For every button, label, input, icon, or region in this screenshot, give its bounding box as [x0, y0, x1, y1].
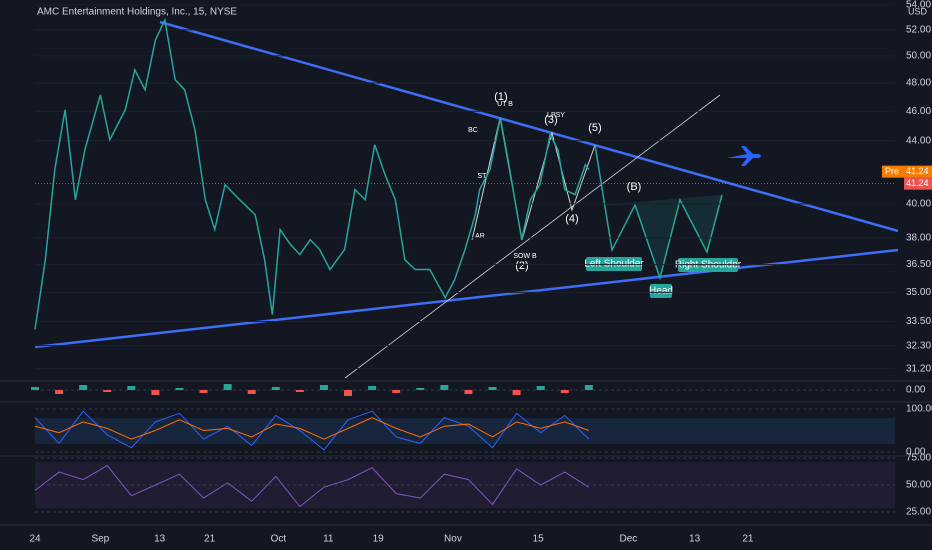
x-tick-label: 21 [204, 534, 216, 545]
x-tick-label: Sep [91, 534, 109, 545]
bar [584, 385, 593, 390]
premarket-price: 41.24 [906, 166, 929, 176]
price-box [904, 177, 932, 190]
bar [319, 385, 328, 390]
y-tick-label: 38.00 [906, 233, 931, 244]
bar [199, 390, 208, 393]
drawings [34, 20, 899, 379]
bar [247, 390, 256, 394]
bar [127, 386, 136, 390]
annotation: ST [478, 173, 488, 180]
y-tick-label: 36.50 [906, 259, 931, 270]
tag-box [586, 257, 642, 271]
bar [488, 387, 497, 390]
y-tick-label: 52.00 [906, 25, 931, 36]
y-tick-label: 100.00 [906, 404, 932, 415]
annotation: LPSY [547, 112, 565, 119]
x-tick-label: Nov [444, 534, 462, 545]
annotation: (3) [544, 114, 557, 126]
x-tick-label: 15 [533, 534, 545, 545]
bar [440, 385, 449, 390]
x-tick-label: 13 [689, 534, 701, 545]
bar [55, 390, 64, 394]
price-line [34, 417, 590, 440]
y-tick-label: 48.00 [906, 78, 931, 89]
y-tick-label: 46.00 [906, 106, 931, 117]
annotation: UT B [497, 101, 513, 108]
bar [536, 386, 545, 390]
y-tick-label: 50.00 [906, 480, 931, 491]
bar [103, 390, 112, 392]
bar [31, 387, 39, 390]
currency: USD [908, 6, 928, 16]
x-tick-label: Dec [620, 534, 638, 545]
bar [151, 390, 160, 395]
annotation: (1) [494, 91, 507, 103]
trendline [34, 248, 899, 349]
x-tick-label: 13 [154, 534, 166, 545]
bar [392, 390, 401, 393]
pattern-fill [600, 195, 722, 278]
annotation: BC [468, 127, 478, 134]
bar [368, 386, 377, 390]
y-tick-label: 40.00 [906, 199, 931, 210]
price-box [904, 165, 932, 178]
icon [727, 146, 761, 166]
annotation: (4) [565, 213, 578, 225]
y-tick-label: 50.00 [906, 51, 931, 62]
last-price: 41.24 [906, 178, 929, 188]
bar [512, 390, 521, 395]
annotation: SOW B [513, 253, 537, 260]
premarket-label: Pre [885, 166, 899, 176]
annotation: (2) [515, 260, 528, 272]
x-tick-label: Oct [271, 534, 287, 545]
y-tick-label: 32.30 [906, 340, 931, 351]
wave [471, 117, 596, 241]
bar [223, 384, 232, 390]
annotation: (B) [627, 181, 642, 193]
bar [560, 390, 569, 393]
bar [295, 390, 304, 392]
annotation: Head [649, 286, 673, 297]
y-tick-label: 0.00 [906, 385, 926, 396]
price-box [882, 165, 904, 178]
annotation: Right Shoulder [675, 260, 742, 271]
bar [344, 390, 353, 396]
y-tick-label: 44.00 [906, 135, 931, 146]
trendline [344, 94, 721, 379]
y-tick-label: 31.20 [906, 363, 931, 374]
price-line [34, 464, 590, 508]
bar [271, 387, 280, 390]
stoch-band [35, 418, 895, 444]
price-line [34, 17, 590, 330]
annotation: (5) [588, 122, 601, 134]
x-tick-label: 11 [323, 534, 334, 545]
x-tick-label: 21 [742, 534, 754, 545]
pattern [594, 144, 723, 281]
x-tick-label: 24 [29, 534, 41, 545]
y-tick-label: 25.00 [906, 507, 931, 518]
y-tick-label: 75.00 [906, 453, 931, 464]
bar [175, 388, 184, 390]
annotation: AR [475, 233, 485, 240]
bar [79, 385, 88, 390]
y-tick-label: 54.00 [906, 0, 931, 11]
y-tick-label: 33.50 [906, 316, 931, 327]
price-line [34, 410, 590, 451]
y-tick-label: 35.00 [906, 287, 931, 298]
chart-title: AMC Entertainment Holdings, Inc., 15, NY… [37, 7, 237, 18]
trendline [159, 20, 899, 233]
x-tick-label: 19 [373, 534, 385, 545]
bar [464, 390, 473, 394]
tag-box [650, 284, 672, 298]
bar [416, 388, 425, 390]
y-tick-label: 0.00 [906, 447, 926, 458]
